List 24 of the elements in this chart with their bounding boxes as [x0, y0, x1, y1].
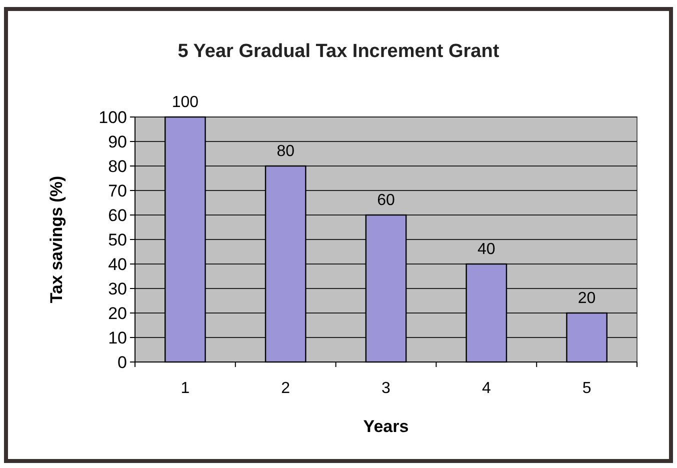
y-tick-label: 10	[108, 328, 127, 348]
y-tick-label: 50	[108, 230, 127, 250]
y-tick-label: 80	[108, 157, 127, 176]
data-label: 100	[172, 94, 199, 111]
y-tick-label: 70	[108, 182, 127, 200]
x-axis-title: Years	[363, 417, 409, 436]
y-tick-label: 60	[108, 206, 127, 225]
y-tick-label: 0	[118, 353, 127, 372]
data-label: 40	[478, 241, 496, 258]
y-tick-label: 20	[108, 304, 127, 323]
data-label: 20	[578, 290, 596, 307]
x-tick-label: 1	[180, 380, 190, 397]
chart-title: 5 Year Gradual Tax Increment Grant	[178, 41, 500, 62]
data-label: 80	[276, 143, 295, 160]
y-axis-title: Tax savings (%)	[47, 176, 66, 304]
x-tick-label: 3	[382, 380, 391, 397]
y-tick-label: 40	[108, 255, 127, 274]
x-tick-label: 5	[582, 380, 592, 397]
data-label: 60	[377, 192, 395, 209]
x-tick-label: 2	[281, 380, 290, 397]
x-tick-label: 4	[482, 380, 491, 397]
y-tick-label: 100	[98, 108, 127, 127]
y-tick-label: 90	[108, 132, 127, 152]
y-tick-label: 30	[108, 280, 127, 298]
